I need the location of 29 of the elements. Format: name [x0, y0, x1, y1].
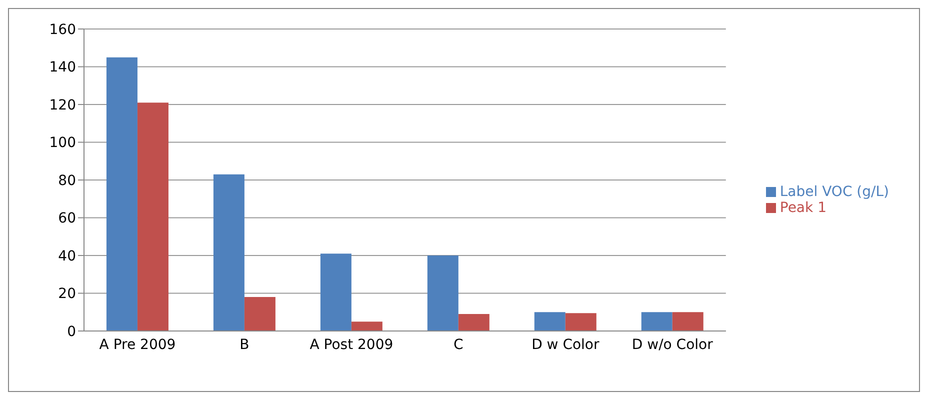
y-tick-label: 80 — [58, 172, 76, 189]
bar — [320, 254, 352, 331]
bar — [351, 322, 382, 331]
x-tick-label: D w/o Color — [632, 336, 714, 353]
y-tick-label: 40 — [58, 248, 76, 264]
legend-label: Label VOC (g/L) — [780, 184, 889, 200]
bar — [641, 312, 672, 331]
y-tick-label: 60 — [58, 210, 76, 227]
x-tick-label: B — [240, 336, 250, 353]
bar — [137, 102, 168, 331]
y-tick-label: 120 — [49, 97, 76, 114]
bar — [565, 313, 596, 331]
y-tick-label: 0 — [67, 324, 76, 340]
y-tick-label: 140 — [49, 60, 76, 76]
bar — [213, 174, 244, 331]
x-tick-label: D w Color — [532, 336, 600, 353]
y-tick-label: 20 — [58, 286, 76, 302]
x-tick-label: A Post 2009 — [310, 336, 394, 353]
y-tick-label: 100 — [49, 135, 76, 152]
bar — [244, 297, 276, 331]
bar — [458, 314, 490, 331]
y-tick-label: 160 — [49, 22, 76, 38]
bar — [427, 256, 458, 331]
bar — [534, 312, 566, 331]
bar — [672, 312, 704, 331]
legend-label: Peak 1 — [780, 200, 826, 216]
x-tick-label: A Pre 2009 — [99, 336, 176, 353]
x-tick-label: C — [454, 336, 464, 353]
bar — [106, 57, 138, 331]
